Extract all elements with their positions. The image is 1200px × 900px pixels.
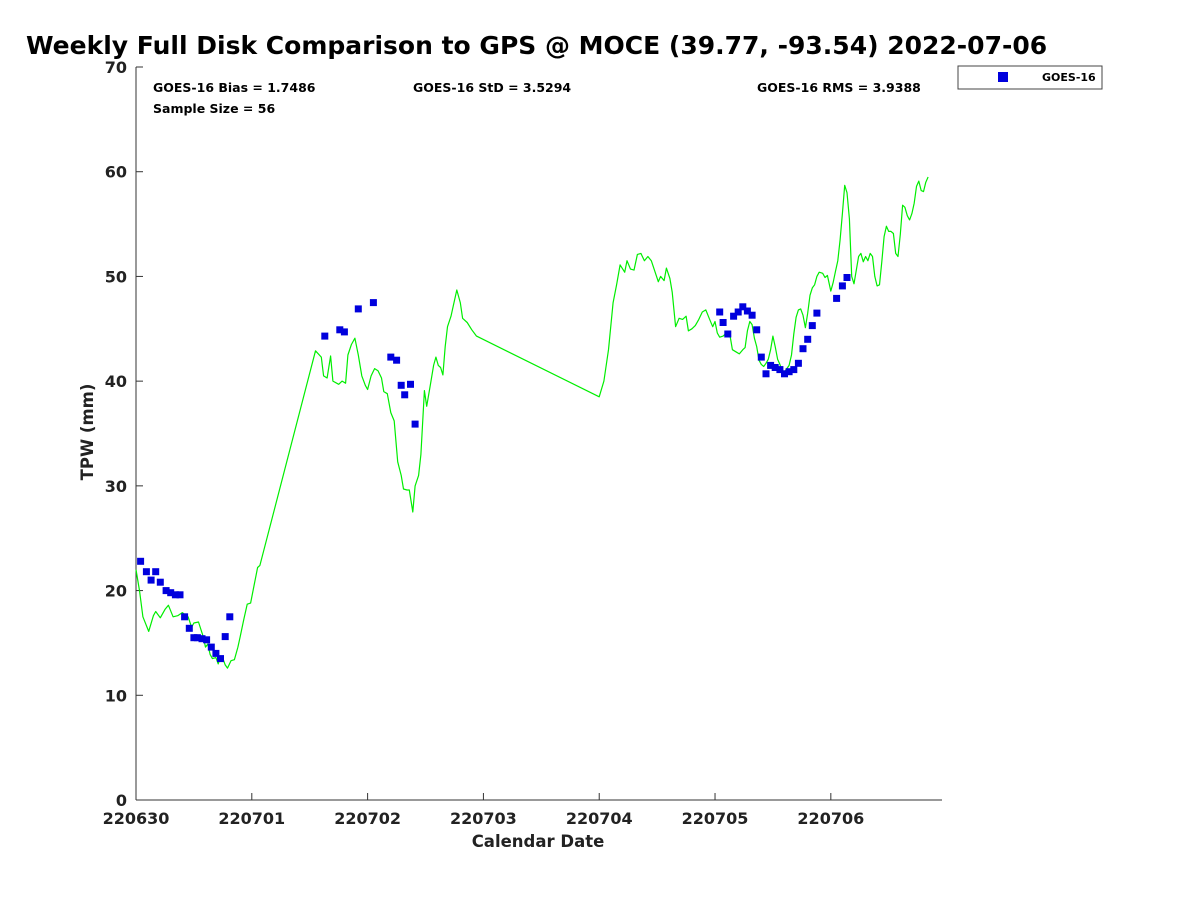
goes16-point-39 bbox=[753, 326, 761, 334]
goes16-point-20 bbox=[321, 332, 329, 340]
goes16-point-48 bbox=[794, 359, 802, 367]
legend-marker-goes16 bbox=[998, 72, 1008, 82]
goes16-point-33 bbox=[724, 330, 732, 338]
goes16-point-5 bbox=[162, 587, 170, 595]
goes16-point-23 bbox=[354, 305, 362, 313]
goes16-point-8 bbox=[176, 591, 184, 599]
goes16-point-49 bbox=[799, 345, 807, 353]
goes16-series bbox=[137, 274, 851, 663]
y-axis-label: TPW (mm) bbox=[78, 384, 97, 481]
goes16-point-41 bbox=[762, 370, 770, 378]
x-tick-label-2: 220702 bbox=[334, 809, 401, 828]
goes16-point-25 bbox=[387, 353, 395, 361]
goes16-point-38 bbox=[748, 311, 756, 319]
gps-line bbox=[135, 176, 929, 669]
goes16-point-24 bbox=[369, 299, 377, 307]
goes16-point-42 bbox=[767, 361, 775, 369]
goes16-point-34 bbox=[730, 312, 738, 320]
x-ticks: 220630 220701 220702 220703 220704 220705 2207… bbox=[103, 793, 864, 828]
goes16-point-9 bbox=[181, 613, 189, 621]
goes16-point-46 bbox=[785, 368, 793, 376]
goes16-point-53 bbox=[833, 294, 841, 302]
goes16-point-28 bbox=[401, 391, 409, 399]
goes16-point-50 bbox=[804, 335, 812, 343]
goes16-point-13 bbox=[198, 635, 206, 643]
goes16-point-12 bbox=[193, 634, 201, 642]
goes16-point-32 bbox=[719, 319, 727, 326]
legend-box bbox=[957, 65, 1103, 90]
legend: GOES-16 bbox=[957, 65, 1103, 90]
goes16-point-51 bbox=[808, 322, 816, 330]
goes16-point-52 bbox=[813, 309, 821, 317]
goes16-point-27 bbox=[397, 381, 405, 389]
plot-axes bbox=[135, 67, 942, 801]
x-tick-label-0: 220630 bbox=[103, 809, 170, 828]
gps-series bbox=[135, 176, 929, 669]
goes16-point-45 bbox=[781, 370, 788, 378]
goes16-point-3 bbox=[152, 568, 160, 576]
std-stat: GOES-16 StD = 3.5294 bbox=[413, 80, 571, 95]
goes16-point-15 bbox=[207, 643, 215, 651]
goes16-point-44 bbox=[776, 366, 784, 374]
y-tick-label-0: 0 bbox=[116, 791, 127, 810]
goes16-point-18 bbox=[221, 633, 229, 641]
x-tick-label-1: 220701 bbox=[218, 809, 285, 828]
y-tick-label-1: 10 bbox=[105, 686, 127, 705]
goes16-point-7 bbox=[171, 591, 179, 599]
sample-size-stat: Sample Size = 56 bbox=[153, 101, 275, 116]
goes16-point-35 bbox=[734, 308, 742, 316]
y-tick-label-4: 40 bbox=[105, 372, 127, 391]
goes16-point-30 bbox=[411, 420, 419, 428]
goes16-point-37 bbox=[743, 307, 751, 315]
y-tick-label-7: 70 bbox=[105, 58, 127, 77]
goes16-point-55 bbox=[843, 274, 851, 281]
x-tick-label-6: 220706 bbox=[797, 809, 864, 828]
goes16-point-29 bbox=[407, 380, 414, 388]
rms-stat: GOES-16 RMS = 3.9388 bbox=[757, 80, 921, 95]
goes16-point-47 bbox=[790, 366, 798, 374]
x-tick-label-3: 220703 bbox=[450, 809, 517, 828]
goes16-point-22 bbox=[340, 328, 348, 336]
legend-label-goes16: GOES-16 bbox=[1042, 71, 1096, 84]
chart-title: Weekly Full Disk Comparison to GPS @ MOC… bbox=[26, 31, 1047, 60]
goes16-point-19 bbox=[226, 613, 234, 621]
x-tick-label-4: 220704 bbox=[566, 809, 633, 828]
goes16-point-36 bbox=[739, 303, 747, 311]
goes16-point-43 bbox=[771, 364, 779, 371]
goes16-point-31 bbox=[716, 308, 724, 316]
goes16-point-4 bbox=[156, 578, 164, 586]
goes16-point-14 bbox=[203, 636, 211, 644]
y-tick-label-5: 50 bbox=[105, 267, 127, 286]
goes16-point-6 bbox=[167, 589, 175, 597]
x-axis-label: Calendar Date bbox=[472, 832, 605, 851]
x-tick-label-5: 220705 bbox=[682, 809, 749, 828]
y-tick-label-2: 20 bbox=[105, 582, 127, 601]
goes16-point-17 bbox=[217, 655, 224, 663]
goes16-point-16 bbox=[212, 649, 220, 657]
goes16-point-21 bbox=[336, 326, 344, 334]
y-tick-label-3: 30 bbox=[105, 477, 127, 496]
y-tick-label-6: 60 bbox=[105, 163, 127, 182]
goes16-point-54 bbox=[838, 282, 846, 290]
goes16-point-26 bbox=[393, 356, 401, 364]
goes16-point-10 bbox=[185, 624, 193, 632]
bias-stat: GOES-16 Bias = 1.7486 bbox=[153, 80, 316, 95]
goes16-point-40 bbox=[757, 353, 765, 361]
y-ticks: 0 10 20 30 40 50 60 70 bbox=[105, 58, 143, 810]
goes16-point-0 bbox=[137, 557, 145, 565]
goes16-point-2 bbox=[147, 576, 155, 584]
goes16-point-1 bbox=[142, 568, 150, 576]
